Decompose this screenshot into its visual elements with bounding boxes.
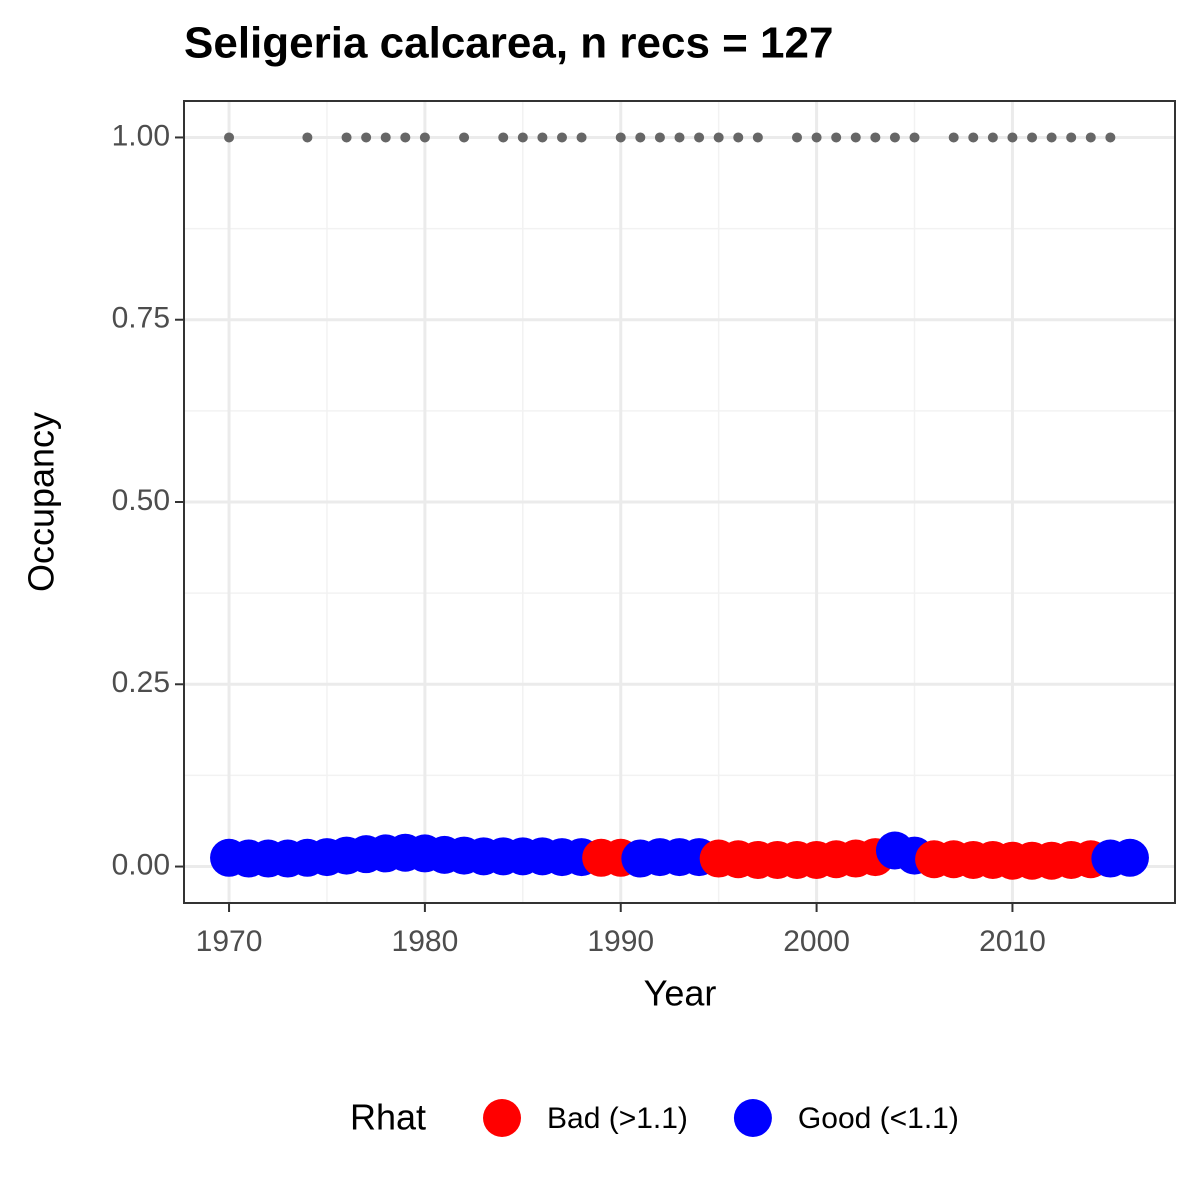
y-tick-label: 1.00 xyxy=(112,119,170,152)
legend-swatch xyxy=(483,1099,521,1137)
marks xyxy=(210,132,1149,880)
y-tick-label: 0.25 xyxy=(112,666,170,699)
record-point xyxy=(576,132,587,143)
record-point xyxy=(811,132,822,143)
chart-title: Seligeria calcarea, n recs = 127 xyxy=(184,19,833,68)
record-point xyxy=(635,132,646,143)
y-tick-label: 0.00 xyxy=(112,848,170,881)
record-point xyxy=(419,132,430,143)
record-point xyxy=(752,132,763,143)
record-point xyxy=(792,132,803,143)
record-point xyxy=(987,132,998,143)
x-tick-label: 2000 xyxy=(783,925,850,958)
record-point xyxy=(615,132,626,143)
record-point xyxy=(361,132,372,143)
x-axis-title: Year xyxy=(644,973,717,1014)
x-tick-label: 1980 xyxy=(392,925,459,958)
record-point xyxy=(889,132,900,143)
record-point xyxy=(713,132,724,143)
record-point xyxy=(1085,132,1096,143)
record-point xyxy=(968,132,979,143)
y-axis-title: Occupancy xyxy=(21,412,62,592)
legend-label: Bad (>1.1) xyxy=(547,1102,688,1135)
record-point xyxy=(1046,132,1057,143)
x-tick-label: 1990 xyxy=(587,925,654,958)
legend-swatch xyxy=(733,1099,772,1137)
record-point xyxy=(1027,132,1038,143)
point xyxy=(1110,838,1149,877)
record-point xyxy=(341,132,352,143)
record-point xyxy=(459,132,470,143)
record-point xyxy=(831,132,842,143)
legend-label: Good (<1.1) xyxy=(798,1102,959,1135)
x-tick-label: 1970 xyxy=(196,925,263,958)
record-point xyxy=(380,132,391,143)
record-point xyxy=(654,132,665,143)
record-point xyxy=(733,132,744,143)
y-tick-label: 0.50 xyxy=(112,484,170,517)
record-point xyxy=(674,132,685,143)
record-point xyxy=(537,132,548,143)
record-point xyxy=(1007,132,1018,143)
legend-title: Rhat xyxy=(350,1097,426,1138)
x-tick-label: 2010 xyxy=(979,925,1046,958)
record-point xyxy=(224,132,235,143)
record-point xyxy=(400,132,411,143)
record-point xyxy=(694,132,705,143)
record-point xyxy=(948,132,959,143)
record-point xyxy=(909,132,920,143)
record-point xyxy=(498,132,509,143)
record-point xyxy=(517,132,528,143)
record-point xyxy=(1066,132,1077,143)
y-tick-label: 0.75 xyxy=(112,302,170,335)
record-point xyxy=(1105,132,1116,143)
legend: Bad (>1.1) Good (<1.1) xyxy=(483,1099,959,1137)
record-point xyxy=(556,132,567,143)
record-point xyxy=(870,132,881,143)
record-point xyxy=(850,132,861,143)
record-point xyxy=(302,132,313,143)
